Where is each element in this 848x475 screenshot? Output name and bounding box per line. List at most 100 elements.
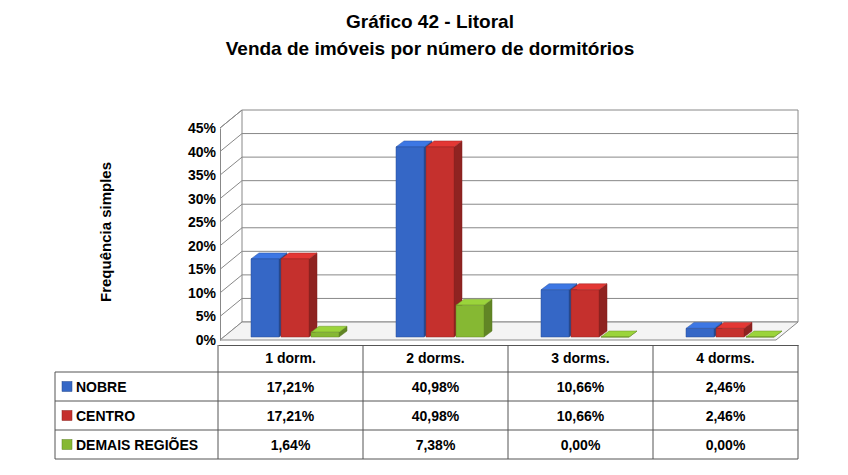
bar-front <box>746 337 774 338</box>
y-tick-label: 15% <box>188 261 217 277</box>
legend-key <box>62 411 72 421</box>
table-line <box>55 372 56 459</box>
y-tick: 20% <box>188 238 220 254</box>
bar-top <box>571 284 607 290</box>
y-tick: 45% <box>188 120 220 136</box>
y-tick-label: 30% <box>188 191 217 207</box>
table-value: 2,46% <box>706 379 746 395</box>
bar-front <box>426 147 454 337</box>
grid-line <box>220 181 798 199</box>
y-tick: 35% <box>188 167 220 183</box>
x-tick: 3 dorms. <box>551 345 609 366</box>
bar <box>716 322 752 337</box>
bar <box>456 299 492 337</box>
legend-label: NOBRE <box>76 379 127 395</box>
bar-top <box>251 253 287 259</box>
x-tick: 1 dorm. <box>265 345 316 366</box>
bar-side <box>599 284 607 337</box>
table-line <box>55 430 798 431</box>
bars <box>251 141 782 337</box>
y-tick: 15% <box>188 261 220 277</box>
subtitle: Venda de imóveis por número de dormitóri… <box>226 38 635 59</box>
y-tick: 0% <box>196 332 220 348</box>
bar-front <box>251 259 279 337</box>
bar-top <box>686 322 722 328</box>
legend-key <box>62 440 72 450</box>
x-tick-label: 4 dorms. <box>696 350 754 366</box>
x-tick: 4 dorms. <box>696 345 754 366</box>
y-tick-label: 20% <box>188 238 217 254</box>
bar <box>281 253 317 337</box>
bar-front <box>541 290 569 337</box>
table-line <box>55 401 798 402</box>
table-value: 40,98% <box>412 379 460 395</box>
table-value: 17,21% <box>267 408 315 424</box>
table-value: 7,38% <box>416 437 456 453</box>
bar-front <box>601 337 629 338</box>
bar-side <box>309 253 317 337</box>
x-tick: 2 dorms. <box>406 345 464 366</box>
y-tick-label: 45% <box>188 120 217 136</box>
x-tick-label: 1 dorm. <box>265 350 316 366</box>
bar-front <box>396 147 424 337</box>
grid-line <box>220 134 798 152</box>
chart: Gráfico 42 - Litoral Venda de imóveis por… <box>0 0 848 475</box>
bar <box>746 331 782 337</box>
y-tick: 40% <box>188 144 220 160</box>
bar-top <box>601 331 637 337</box>
grid-line <box>220 157 798 175</box>
y-tick-label: 25% <box>188 214 217 230</box>
y-tick-label: 10% <box>188 285 217 301</box>
grid-line <box>220 204 798 222</box>
y-tick: 25% <box>188 214 220 230</box>
bar-top <box>716 322 752 328</box>
bar-front <box>686 328 714 337</box>
legend-label: CENTRO <box>76 408 135 424</box>
bar <box>311 326 347 337</box>
bar-top <box>541 284 577 290</box>
grid-line <box>220 110 798 128</box>
bar-top <box>456 299 492 305</box>
bar-front <box>456 305 484 337</box>
y-tick-label: 0% <box>196 332 217 348</box>
y-tick: 10% <box>188 285 220 301</box>
legend-key <box>62 382 72 392</box>
x-tick-label: 3 dorms. <box>551 350 609 366</box>
table-line <box>218 345 219 459</box>
y-tick-label: 5% <box>196 308 217 324</box>
bar-front <box>281 259 309 337</box>
bar-side <box>484 299 492 337</box>
bar-top <box>311 326 347 332</box>
bar-top <box>746 331 782 337</box>
y-tick-label: 35% <box>188 167 217 183</box>
bar <box>601 331 637 337</box>
y-tick: 30% <box>188 191 220 207</box>
table-line <box>508 345 509 459</box>
table-value: 40,98% <box>412 408 460 424</box>
grid-line <box>220 228 798 246</box>
table-value: 1,64% <box>271 437 311 453</box>
walls <box>220 110 798 340</box>
table-value: 0,00% <box>706 437 746 453</box>
table-value: 0,00% <box>561 437 601 453</box>
y-tick-label: 40% <box>188 144 217 160</box>
y-axis-title: Frequência simples <box>97 162 114 302</box>
bar-front <box>311 332 339 337</box>
table-value: 10,66% <box>557 379 605 395</box>
y-axis-line <box>220 129 221 341</box>
bar-top <box>396 141 432 147</box>
table-value: 17,21% <box>267 379 315 395</box>
title: Gráfico 42 - Litoral <box>346 11 514 32</box>
data-table: NOBRE 17,21% 40,98% 10,66% 2,46% CENTRO 17,21%… <box>55 345 798 459</box>
bar <box>571 284 607 337</box>
table-value: 10,66% <box>557 408 605 424</box>
legend-label: DEMAIS REGIÕES <box>76 436 198 453</box>
table-line <box>363 345 364 459</box>
bar-top <box>281 253 317 259</box>
table-value: 2,46% <box>706 408 746 424</box>
y-tick: 5% <box>196 308 220 324</box>
bar-front <box>716 328 744 337</box>
table-line <box>798 345 799 459</box>
table-line <box>55 459 798 460</box>
x-tick-label: 2 dorms. <box>406 350 464 366</box>
